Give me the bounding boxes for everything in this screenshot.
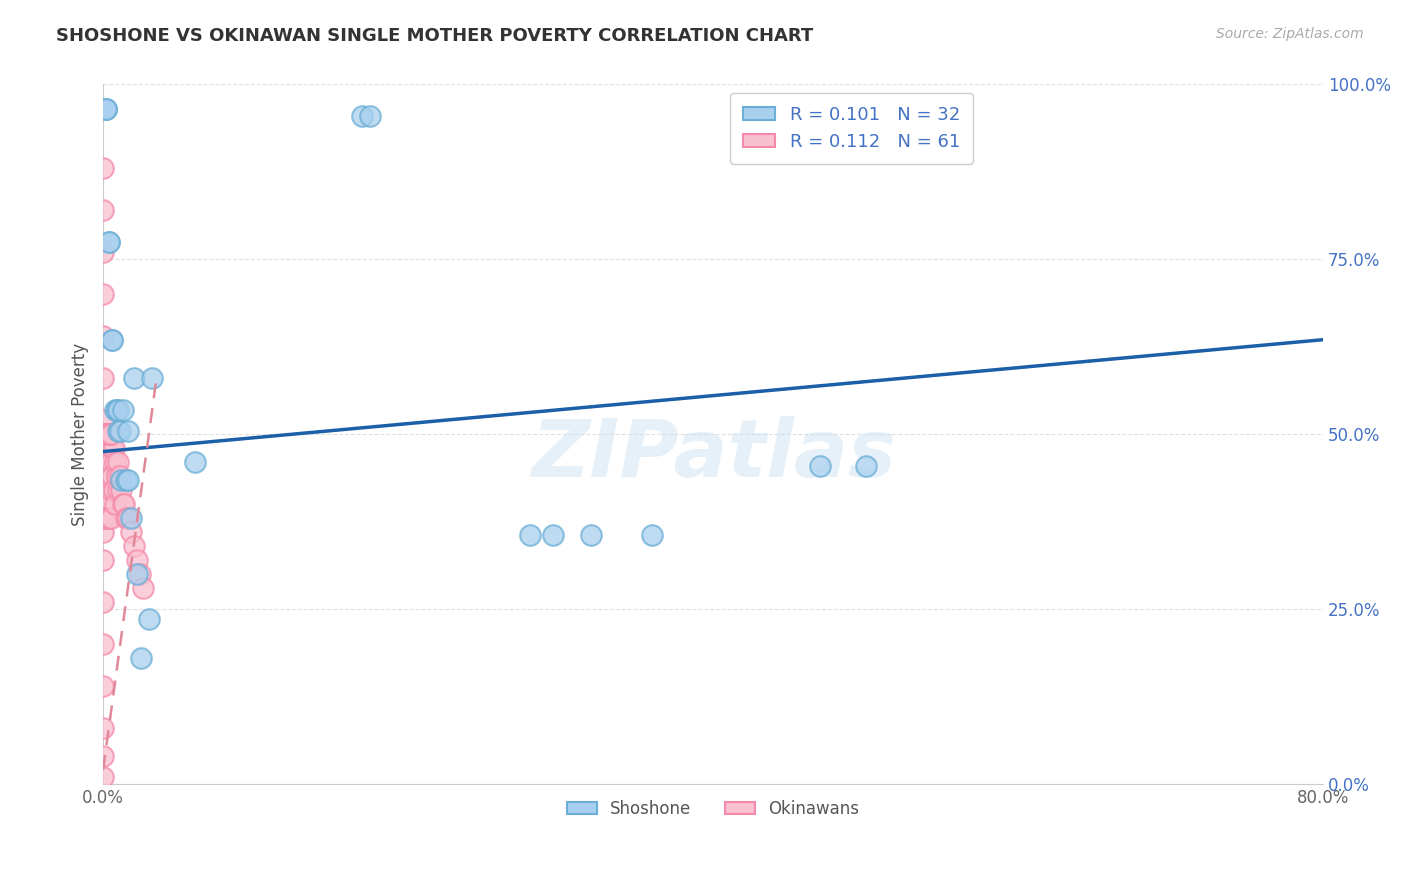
Point bbox=[100, 483, 122, 497]
Point bbox=[101, 441, 124, 455]
Point bbox=[91, 427, 114, 442]
Point bbox=[97, 427, 120, 442]
Text: Source: ZipAtlas.com: Source: ZipAtlas.com bbox=[1216, 27, 1364, 41]
Point bbox=[103, 483, 125, 497]
Point bbox=[117, 424, 139, 438]
Point bbox=[91, 469, 114, 483]
Text: ZIPatlas: ZIPatlas bbox=[530, 416, 896, 494]
Point bbox=[96, 102, 118, 116]
Point bbox=[98, 427, 121, 442]
Point bbox=[110, 473, 132, 487]
Point bbox=[98, 469, 121, 483]
Text: SHOSHONE VS OKINAWAN SINGLE MOTHER POVERTY CORRELATION CHART: SHOSHONE VS OKINAWAN SINGLE MOTHER POVER… bbox=[56, 27, 814, 45]
Point bbox=[91, 329, 114, 343]
Point bbox=[117, 511, 139, 525]
Point bbox=[107, 455, 129, 469]
Point bbox=[125, 566, 148, 581]
Point bbox=[115, 473, 138, 487]
Point bbox=[91, 427, 114, 442]
Point bbox=[100, 511, 122, 525]
Point bbox=[91, 511, 114, 525]
Point bbox=[641, 528, 664, 542]
Point bbox=[91, 524, 114, 539]
Point bbox=[120, 524, 142, 539]
Point bbox=[96, 427, 118, 442]
Point bbox=[91, 413, 114, 427]
Point bbox=[91, 637, 114, 651]
Point bbox=[96, 469, 118, 483]
Point bbox=[541, 528, 564, 542]
Point bbox=[104, 402, 127, 417]
Point bbox=[808, 458, 831, 473]
Point bbox=[100, 427, 122, 442]
Point bbox=[855, 458, 877, 473]
Point bbox=[125, 553, 148, 567]
Point bbox=[108, 424, 131, 438]
Point bbox=[91, 203, 114, 218]
Point bbox=[129, 651, 152, 665]
Point bbox=[138, 612, 160, 626]
Point bbox=[98, 235, 121, 249]
Point bbox=[128, 566, 150, 581]
Point bbox=[120, 511, 142, 525]
Point bbox=[91, 679, 114, 693]
Point bbox=[101, 333, 124, 347]
Point bbox=[101, 333, 124, 347]
Point bbox=[359, 109, 381, 123]
Point bbox=[91, 748, 114, 763]
Point bbox=[132, 581, 155, 595]
Point bbox=[114, 497, 136, 511]
Point bbox=[91, 287, 114, 301]
Point bbox=[97, 427, 120, 442]
Point bbox=[100, 455, 122, 469]
Point bbox=[110, 483, 132, 497]
Point bbox=[91, 721, 114, 735]
Point bbox=[141, 371, 163, 385]
Point bbox=[98, 427, 121, 442]
Point bbox=[352, 109, 374, 123]
Point bbox=[91, 161, 114, 176]
Point bbox=[117, 473, 139, 487]
Point bbox=[91, 469, 114, 483]
Point bbox=[91, 511, 114, 525]
Point bbox=[91, 469, 114, 483]
Point bbox=[183, 455, 205, 469]
Point bbox=[91, 245, 114, 260]
Point bbox=[519, 528, 541, 542]
Point bbox=[96, 102, 118, 116]
Point bbox=[579, 528, 602, 542]
Point bbox=[108, 469, 131, 483]
Point bbox=[91, 427, 114, 442]
Point bbox=[105, 402, 128, 417]
Point bbox=[107, 483, 129, 497]
Point bbox=[97, 469, 120, 483]
Y-axis label: Single Mother Poverty: Single Mother Poverty bbox=[72, 343, 89, 525]
Point bbox=[91, 497, 114, 511]
Point bbox=[103, 441, 125, 455]
Point bbox=[115, 511, 138, 525]
Point bbox=[91, 469, 114, 483]
Point bbox=[107, 424, 129, 438]
Point bbox=[91, 371, 114, 385]
Point bbox=[104, 497, 127, 511]
Point bbox=[91, 595, 114, 609]
Point bbox=[91, 455, 114, 469]
Point bbox=[122, 539, 145, 553]
Legend: Shoshone, Okinawans: Shoshone, Okinawans bbox=[561, 793, 866, 824]
Point bbox=[111, 497, 134, 511]
Point bbox=[111, 402, 134, 417]
Point bbox=[100, 427, 122, 442]
Point bbox=[105, 469, 128, 483]
Point bbox=[91, 427, 114, 442]
Point bbox=[104, 455, 127, 469]
Point bbox=[98, 235, 121, 249]
Point bbox=[101, 469, 124, 483]
Point bbox=[97, 511, 120, 525]
Point bbox=[91, 553, 114, 567]
Point bbox=[96, 102, 118, 116]
Point bbox=[122, 371, 145, 385]
Point bbox=[91, 770, 114, 784]
Point bbox=[107, 402, 129, 417]
